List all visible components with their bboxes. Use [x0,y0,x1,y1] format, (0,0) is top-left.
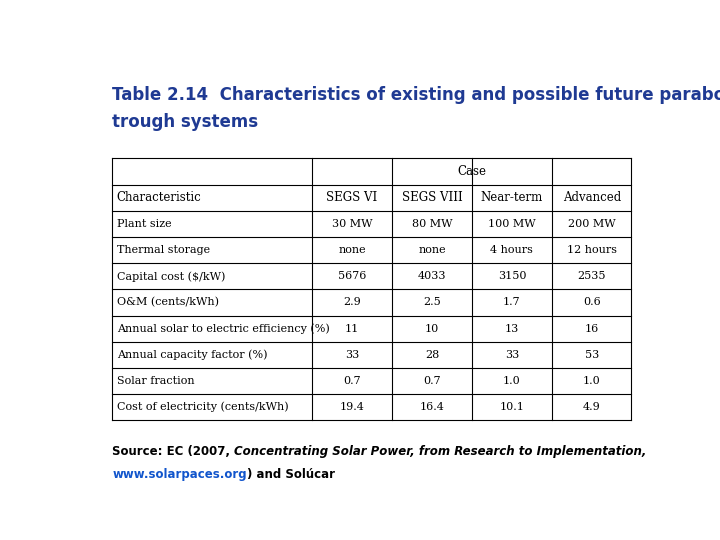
Text: 5676: 5676 [338,271,366,281]
Text: 33: 33 [345,350,359,360]
Text: 80 MW: 80 MW [412,219,452,229]
Text: Annual solar to electric efficiency (%): Annual solar to electric efficiency (%) [117,323,330,334]
Text: 28: 28 [425,350,439,360]
Text: Cost of electricity (cents/kWh): Cost of electricity (cents/kWh) [117,402,289,413]
Text: O&M (cents/kWh): O&M (cents/kWh) [117,298,219,308]
Text: SEGS VI: SEGS VI [326,191,378,204]
Text: Table 2.14  Characteristics of existing and possible future parabolic-: Table 2.14 Characteristics of existing a… [112,85,720,104]
Text: Case: Case [457,165,486,178]
Text: 11: 11 [345,323,359,334]
Text: 10: 10 [425,323,439,334]
Text: 1.0: 1.0 [503,376,521,386]
Text: none: none [418,245,446,255]
Text: 10.1: 10.1 [500,402,524,412]
Text: 33: 33 [505,350,519,360]
Text: Concentrating Solar Power, from Research to Implementation,: Concentrating Solar Power, from Research… [235,446,647,458]
Text: 0.6: 0.6 [583,298,600,307]
Text: none: none [338,245,366,255]
Text: 4 hours: 4 hours [490,245,534,255]
Text: 53: 53 [585,350,599,360]
Text: 0.7: 0.7 [343,376,361,386]
Text: 1.0: 1.0 [583,376,600,386]
Text: 3150: 3150 [498,271,526,281]
Text: Characteristic: Characteristic [117,191,202,204]
Text: www.solarpaces.org: www.solarpaces.org [112,468,247,481]
Text: 19.4: 19.4 [340,402,364,412]
Text: Annual capacity factor (%): Annual capacity factor (%) [117,349,267,360]
Text: Near-term: Near-term [481,191,543,204]
Text: ) and Solúcar: ) and Solúcar [247,468,335,481]
Text: 16: 16 [585,323,599,334]
Text: 2.5: 2.5 [423,298,441,307]
Text: Capital cost ($/kW): Capital cost ($/kW) [117,271,225,281]
Text: Thermal storage: Thermal storage [117,245,210,255]
Text: Solar fraction: Solar fraction [117,376,194,386]
Text: trough systems: trough systems [112,113,258,131]
Text: 2.9: 2.9 [343,298,361,307]
Text: 0.7: 0.7 [423,376,441,386]
Text: 2535: 2535 [577,271,606,281]
Text: 12 hours: 12 hours [567,245,617,255]
Text: 4033: 4033 [418,271,446,281]
Text: 13: 13 [505,323,519,334]
Text: Plant size: Plant size [117,219,171,229]
Text: 1.7: 1.7 [503,298,521,307]
Text: Advanced: Advanced [563,191,621,204]
Text: 16.4: 16.4 [420,402,444,412]
Text: 30 MW: 30 MW [332,219,372,229]
Text: 100 MW: 100 MW [488,219,536,229]
Text: Source: EC (2007,: Source: EC (2007, [112,446,235,458]
Text: SEGS VIII: SEGS VIII [402,191,462,204]
Text: 4.9: 4.9 [583,402,600,412]
Text: 200 MW: 200 MW [568,219,616,229]
